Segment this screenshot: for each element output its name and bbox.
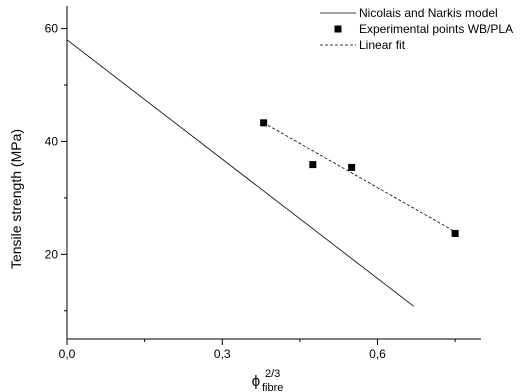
x-tick-label: 0,3 (214, 347, 231, 361)
y-tick-label: 20 (45, 247, 59, 261)
legend-label: Nicolais and Narkis model (359, 6, 498, 20)
data-point (348, 163, 356, 171)
model-line (66, 39, 414, 307)
series-layer (66, 39, 459, 307)
legend: Nicolais and Narkis model Experimental po… (320, 6, 513, 52)
legend-swatch-marker (334, 25, 342, 33)
y-axis-label: Tensile strength (MPa) (8, 129, 24, 269)
data-point (451, 229, 459, 237)
x-tick-label: 0,0 (59, 347, 76, 361)
x-axis-label: ϕ fibre 2/3 (252, 368, 284, 392)
legend-label: Linear fit (359, 38, 406, 52)
y-tick-label: 60 (45, 22, 59, 36)
x-axis-label-subscript: fibre (262, 382, 283, 392)
x-tick-label: 0,6 (369, 347, 386, 361)
x-axis-ticks: 0,0 0,3 0,6 (59, 339, 456, 361)
linear-fit-line (263, 122, 456, 233)
x-axis-label-superscript: 2/3 (265, 368, 280, 380)
legend-label: Experimental points WB/PLA (359, 22, 513, 36)
axes (66, 6, 481, 340)
y-tick-label: 40 (45, 134, 59, 148)
data-point (309, 161, 317, 169)
y-axis-ticks: 20 40 60 (45, 22, 67, 312)
x-axis-label-symbol: ϕ (252, 373, 260, 390)
